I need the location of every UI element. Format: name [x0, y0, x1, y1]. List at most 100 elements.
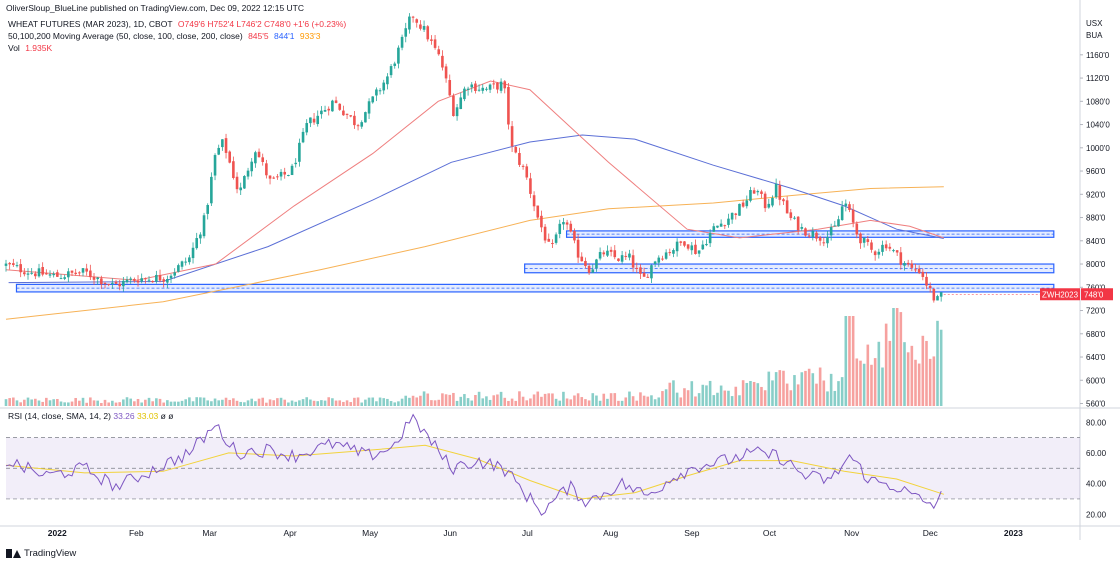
- candle-body: [811, 231, 815, 237]
- time-tick-label: Apr: [284, 528, 297, 538]
- volume-bar: [177, 401, 180, 406]
- volume-bar: [613, 393, 617, 406]
- volume-bar: [554, 398, 558, 406]
- candle-body: [653, 261, 657, 264]
- volume-bar: [294, 401, 298, 406]
- candle-body: [532, 195, 536, 207]
- volume-bar: [408, 397, 411, 406]
- candle-body: [815, 232, 818, 239]
- candle-body: [595, 259, 598, 269]
- candle-body: [499, 81, 503, 91]
- currency-label: USX: [1086, 19, 1103, 28]
- candle-body: [910, 263, 914, 268]
- volume-bar: [800, 372, 804, 406]
- candle-body: [136, 280, 140, 283]
- candle-body: [382, 82, 386, 91]
- volume-bar: [342, 401, 345, 406]
- candle-body: [569, 223, 573, 232]
- candle-body: [873, 251, 877, 256]
- volume-bar: [136, 398, 140, 406]
- candle-body: [52, 273, 55, 276]
- candle-body: [877, 251, 881, 255]
- vol-label: Vol: [8, 43, 20, 53]
- candle-body: [485, 88, 488, 90]
- volume-bar: [118, 402, 121, 406]
- ma-label: 50,100,200 Moving Average (50, close, 10…: [8, 31, 243, 41]
- candle-body: [224, 138, 228, 153]
- volume-bar: [785, 383, 789, 406]
- volume-bar: [518, 391, 521, 406]
- volume-bar: [536, 391, 540, 406]
- volume-bar: [862, 363, 866, 406]
- volume-bar: [305, 397, 309, 406]
- candle-body: [917, 268, 921, 273]
- candle-body: [661, 258, 664, 260]
- candle-body: [540, 215, 543, 228]
- rsi-value: 33.26: [113, 411, 135, 421]
- volume-bar: [569, 399, 573, 406]
- price-tick-label: 1000'0: [1086, 144, 1110, 153]
- volume-bar: [287, 402, 290, 406]
- volume-bar: [532, 394, 536, 406]
- candle-body: [514, 146, 518, 153]
- volume-bar: [459, 396, 463, 406]
- volume-bar: [617, 400, 620, 406]
- time-tick-label: Mar: [202, 528, 217, 538]
- volume-bar: [213, 398, 217, 406]
- candle-body: [111, 282, 114, 284]
- volume-bar: [217, 400, 221, 406]
- candle-body: [338, 103, 342, 110]
- candle-body: [470, 84, 474, 88]
- candle-body: [580, 256, 584, 262]
- volume-bar: [243, 402, 246, 406]
- symbol-title: WHEAT FUTURES (MAR 2023), 1D, CBOT: [8, 19, 173, 29]
- candle-body: [774, 183, 778, 197]
- volume-bar: [382, 398, 386, 406]
- volume-bar: [496, 394, 499, 406]
- candle-body: [56, 272, 59, 277]
- volume-bar: [437, 399, 441, 406]
- candle-body: [188, 257, 191, 263]
- candle-body: [221, 139, 224, 148]
- candle-body: [734, 213, 738, 215]
- volume-bar: [367, 397, 371, 406]
- volume-bar: [686, 390, 690, 406]
- volume-bar: [232, 398, 235, 406]
- candle-body: [503, 81, 507, 89]
- volume-bar: [921, 335, 925, 406]
- volume-bar: [89, 397, 92, 406]
- price-tick-label: 960'0: [1086, 167, 1106, 176]
- candle-body: [272, 177, 276, 179]
- volume-bar: [422, 391, 426, 406]
- ma50-line: [5, 80, 944, 281]
- candle-body: [587, 265, 591, 273]
- candle-body: [694, 244, 697, 254]
- candle-body: [430, 39, 433, 41]
- volume-bar: [631, 396, 635, 406]
- price-tick-label: 640'0: [1086, 353, 1106, 362]
- volume-bar: [140, 402, 143, 406]
- volume-bar: [45, 397, 48, 406]
- candle-body: [316, 115, 320, 125]
- volume-bar: [485, 396, 488, 406]
- candle-body: [796, 216, 800, 231]
- volume-bar: [331, 398, 334, 406]
- volume-bar: [224, 397, 228, 406]
- volume-bar: [778, 370, 782, 406]
- volume-bar: [723, 390, 727, 406]
- volume-bar: [701, 384, 705, 406]
- volume-bar: [932, 356, 936, 406]
- candle-body: [34, 273, 37, 277]
- time-tick-label: 2023: [1004, 528, 1023, 538]
- candle-body: [679, 241, 683, 243]
- volume-bar: [19, 402, 22, 406]
- candle-body: [125, 279, 129, 283]
- candle-body: [928, 285, 932, 289]
- candle-body: [455, 107, 459, 117]
- volume-bar: [268, 399, 272, 406]
- volume-bar: [206, 400, 210, 406]
- volume-bar: [580, 397, 584, 406]
- volume-bar: [708, 380, 712, 406]
- volume-bar: [910, 345, 914, 406]
